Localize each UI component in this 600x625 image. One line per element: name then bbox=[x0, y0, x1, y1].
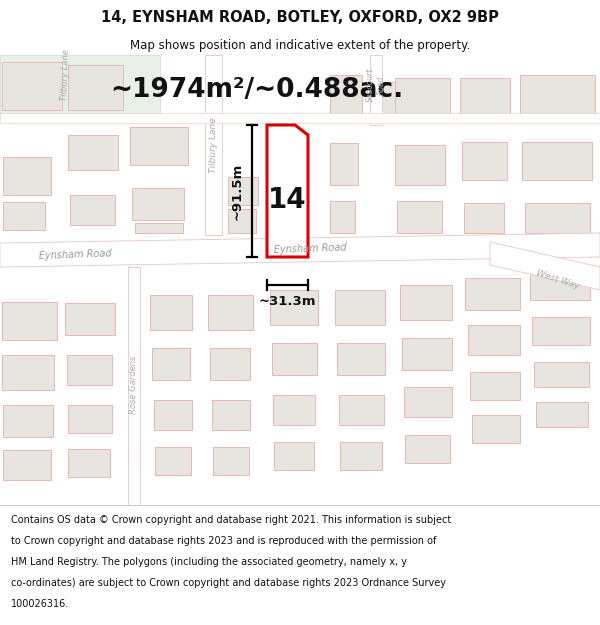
Bar bbox=[132, 188, 184, 220]
Polygon shape bbox=[128, 267, 140, 505]
Bar bbox=[228, 177, 258, 205]
Bar bbox=[155, 447, 191, 475]
Bar bbox=[464, 203, 504, 233]
Bar bbox=[228, 209, 256, 233]
Text: Map shows position and indicative extent of the property.: Map shows position and indicative extent… bbox=[130, 39, 470, 51]
Bar bbox=[340, 442, 382, 470]
Bar bbox=[404, 387, 452, 417]
Bar bbox=[154, 400, 192, 430]
Bar bbox=[465, 278, 520, 310]
Bar bbox=[335, 290, 385, 325]
Bar bbox=[68, 135, 118, 170]
Bar bbox=[330, 143, 358, 185]
Bar bbox=[3, 405, 53, 437]
Polygon shape bbox=[0, 113, 600, 123]
Bar bbox=[272, 343, 317, 375]
Bar bbox=[402, 338, 452, 370]
Bar bbox=[525, 203, 590, 233]
Bar bbox=[460, 78, 510, 120]
Polygon shape bbox=[490, 242, 600, 290]
Bar bbox=[2, 302, 57, 340]
Bar bbox=[395, 78, 450, 120]
Bar bbox=[534, 362, 589, 387]
Bar bbox=[536, 402, 588, 427]
Polygon shape bbox=[0, 233, 600, 267]
Bar bbox=[68, 449, 110, 477]
Bar bbox=[210, 348, 250, 380]
Text: HM Land Registry. The polygons (including the associated geometry, namely x, y: HM Land Registry. The polygons (includin… bbox=[11, 557, 407, 567]
Bar bbox=[70, 195, 115, 225]
Text: Tilbury Lane: Tilbury Lane bbox=[209, 117, 218, 173]
Bar bbox=[273, 395, 315, 425]
Bar bbox=[370, 82, 400, 120]
Bar bbox=[67, 355, 112, 385]
Polygon shape bbox=[370, 55, 382, 125]
Bar bbox=[532, 317, 590, 345]
Text: Rose Gardens: Rose Gardens bbox=[130, 356, 139, 414]
Bar bbox=[470, 372, 520, 400]
Bar bbox=[522, 142, 592, 180]
Text: ~1974m²/~0.488ac.: ~1974m²/~0.488ac. bbox=[110, 77, 403, 103]
Bar bbox=[150, 295, 192, 330]
Text: ~91.5m: ~91.5m bbox=[231, 162, 244, 219]
Text: co-ordinates) are subject to Crown copyright and database rights 2023 Ordnance S: co-ordinates) are subject to Crown copyr… bbox=[11, 578, 446, 587]
Text: 14: 14 bbox=[268, 186, 307, 214]
Bar bbox=[405, 435, 450, 463]
Bar bbox=[468, 325, 520, 355]
Bar bbox=[395, 145, 445, 185]
Bar bbox=[462, 142, 507, 180]
Text: West Way: West Way bbox=[535, 269, 581, 291]
Text: 14, EYNSHAM ROAD, BOTLEY, OXFORD, OX2 9BP: 14, EYNSHAM ROAD, BOTLEY, OXFORD, OX2 9B… bbox=[101, 10, 499, 25]
Bar bbox=[212, 400, 250, 430]
Polygon shape bbox=[0, 55, 160, 115]
Bar bbox=[135, 223, 183, 233]
Bar bbox=[472, 415, 520, 443]
Bar bbox=[213, 447, 249, 475]
Bar bbox=[274, 442, 314, 470]
Text: Tilbury Lane: Tilbury Lane bbox=[60, 49, 71, 101]
Bar bbox=[3, 450, 51, 480]
Bar bbox=[530, 272, 590, 300]
Bar bbox=[397, 201, 442, 233]
Text: Seacourt
Road: Seacourt Road bbox=[366, 68, 386, 102]
Text: 100026316.: 100026316. bbox=[11, 599, 69, 609]
Bar bbox=[68, 65, 123, 110]
Bar bbox=[65, 303, 115, 335]
Polygon shape bbox=[205, 55, 222, 235]
Text: ~31.3m: ~31.3m bbox=[259, 295, 316, 308]
Bar bbox=[339, 395, 384, 425]
Text: Eynsham Road: Eynsham Road bbox=[38, 249, 112, 261]
Bar bbox=[130, 127, 188, 165]
Bar bbox=[3, 157, 51, 195]
Bar bbox=[270, 290, 318, 325]
Bar bbox=[2, 355, 54, 390]
Bar bbox=[330, 201, 355, 233]
Text: Eynsham Road: Eynsham Road bbox=[274, 242, 347, 255]
Bar bbox=[520, 75, 595, 120]
Bar bbox=[337, 343, 385, 375]
Bar bbox=[152, 348, 190, 380]
Text: Contains OS data © Crown copyright and database right 2021. This information is : Contains OS data © Crown copyright and d… bbox=[11, 514, 451, 524]
Bar bbox=[330, 75, 362, 120]
Polygon shape bbox=[267, 125, 308, 257]
Text: to Crown copyright and database rights 2023 and is reproduced with the permissio: to Crown copyright and database rights 2… bbox=[11, 536, 436, 546]
Bar bbox=[2, 62, 62, 110]
Bar bbox=[400, 285, 452, 320]
Bar bbox=[68, 405, 112, 433]
Bar bbox=[208, 295, 253, 330]
Bar bbox=[3, 202, 45, 230]
